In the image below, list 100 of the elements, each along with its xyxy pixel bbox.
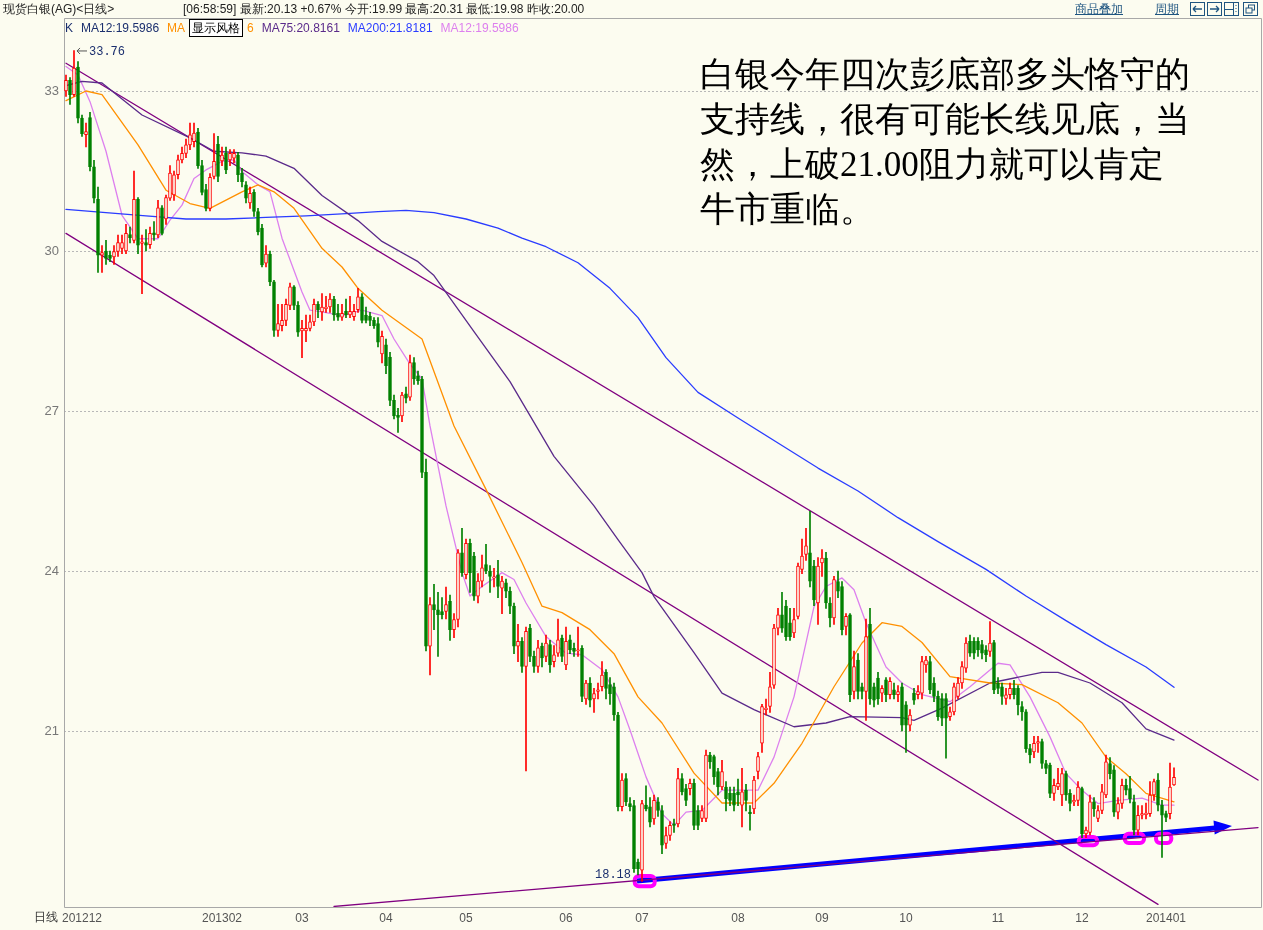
candlestick bbox=[844, 613, 848, 636]
candlestick bbox=[80, 114, 84, 137]
candlestick bbox=[760, 704, 764, 753]
candlestick bbox=[1024, 709, 1028, 753]
candlestick bbox=[248, 186, 252, 209]
candlestick bbox=[773, 624, 775, 689]
annotation: 显示风格 bbox=[189, 19, 244, 37]
text: 商品叠加 bbox=[1075, 2, 1123, 16]
candlestick bbox=[100, 245, 104, 273]
candlestick bbox=[996, 677, 1000, 694]
candlestick bbox=[756, 752, 760, 780]
candlestick bbox=[104, 240, 108, 265]
candlestick bbox=[1000, 682, 1004, 705]
candlestick bbox=[496, 560, 500, 598]
candlestick bbox=[173, 170, 175, 201]
candlestick bbox=[848, 613, 852, 702]
candlestick bbox=[288, 282, 292, 310]
candlestick bbox=[412, 357, 416, 385]
candlestick bbox=[116, 234, 120, 257]
candlestick bbox=[788, 608, 792, 641]
candlestick bbox=[1136, 805, 1140, 836]
text: MA200:21.8181 bbox=[347, 21, 433, 35]
candlestick bbox=[592, 688, 596, 713]
candlestick bbox=[792, 608, 796, 638]
candlestick bbox=[120, 234, 124, 254]
candlestick bbox=[904, 701, 908, 753]
candlestick bbox=[684, 784, 688, 806]
candlestick bbox=[260, 224, 264, 268]
candlestick bbox=[208, 173, 212, 212]
candlestick bbox=[868, 608, 872, 705]
candlestick bbox=[1068, 789, 1072, 812]
candlestick bbox=[436, 592, 440, 657]
candlestick bbox=[189, 122, 191, 150]
candlestick bbox=[1108, 757, 1112, 780]
candlestick bbox=[1128, 776, 1132, 804]
candlestick bbox=[688, 778, 692, 796]
candlestick bbox=[984, 645, 988, 662]
x-tick-label: 201401 bbox=[1145, 910, 1187, 925]
candlestick bbox=[585, 680, 587, 705]
candlestick bbox=[64, 74, 68, 97]
candlestick bbox=[356, 288, 360, 313]
candlestick bbox=[164, 194, 168, 225]
candlestick bbox=[96, 186, 100, 273]
candlestick bbox=[1052, 778, 1056, 801]
candlestick bbox=[200, 160, 204, 196]
y-tick-label: 27 bbox=[44, 402, 59, 418]
candlestick bbox=[732, 786, 736, 812]
candlestick bbox=[276, 304, 280, 337]
candlestick bbox=[888, 677, 892, 700]
candlestick bbox=[624, 773, 628, 806]
candlestick bbox=[716, 768, 720, 796]
candlestick bbox=[836, 570, 840, 598]
candlestick bbox=[1116, 797, 1120, 820]
candlestick bbox=[724, 781, 728, 812]
candlestick bbox=[1032, 736, 1036, 758]
candlestick bbox=[1112, 765, 1116, 817]
candlestick bbox=[753, 776, 755, 814]
candlestick bbox=[720, 760, 724, 790]
candlestick bbox=[148, 226, 152, 249]
candlestick bbox=[528, 624, 532, 662]
candlestick bbox=[704, 749, 708, 822]
candlestick bbox=[604, 669, 608, 700]
candlestick bbox=[232, 149, 236, 164]
candlestick bbox=[157, 200, 159, 238]
candlestick bbox=[932, 677, 936, 702]
candlestick bbox=[1084, 826, 1088, 838]
candlestick bbox=[612, 682, 616, 721]
candlestick bbox=[1036, 736, 1040, 753]
candlestick bbox=[372, 317, 376, 329]
candlestick bbox=[672, 818, 676, 833]
chart-title: 现货白银(AG)<日线> bbox=[3, 2, 115, 16]
candlestick bbox=[192, 122, 196, 148]
candlestick bbox=[512, 602, 516, 654]
candlestick bbox=[308, 314, 312, 332]
candlestick bbox=[820, 549, 824, 577]
candlestick bbox=[272, 280, 276, 337]
candlestick bbox=[444, 586, 448, 620]
candlestick bbox=[428, 597, 432, 676]
candlestick bbox=[524, 626, 528, 772]
text: MA12:19.5986 bbox=[440, 21, 519, 35]
candlestick bbox=[256, 208, 260, 236]
candlestick bbox=[560, 634, 564, 662]
x-tick-label: 06 bbox=[559, 910, 573, 925]
candlestick bbox=[777, 608, 779, 636]
candlestick bbox=[652, 794, 656, 825]
x-tick-label: 05 bbox=[459, 910, 473, 925]
x-tick-label: 201302 bbox=[201, 910, 243, 925]
candlestick bbox=[84, 122, 88, 148]
x-tick-label: 08 bbox=[731, 910, 745, 925]
candlestick bbox=[1048, 762, 1052, 798]
annotation: 6 bbox=[247, 21, 254, 35]
candlestick bbox=[900, 682, 904, 732]
candlestick bbox=[692, 778, 696, 830]
candlestick bbox=[1100, 784, 1104, 814]
candlestick bbox=[928, 656, 932, 694]
candlestick bbox=[1132, 794, 1136, 836]
candlestick bbox=[68, 77, 72, 105]
candlestick bbox=[508, 586, 512, 614]
candlestick bbox=[464, 538, 468, 580]
candlestick bbox=[909, 709, 911, 732]
